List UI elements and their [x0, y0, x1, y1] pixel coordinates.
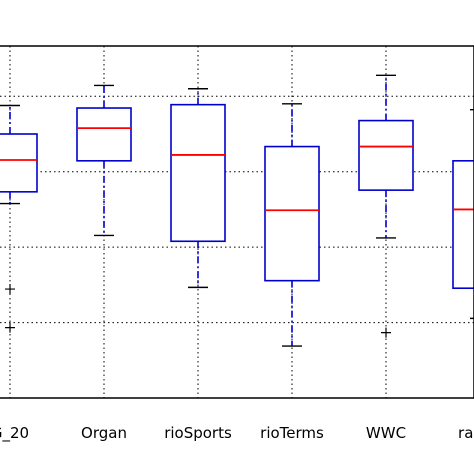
box-organ	[76, 107, 132, 162]
x-tick-label-wwc: WWC	[366, 424, 406, 442]
box-series	[0, 74, 474, 347]
x-tick-label-rands: randS	[458, 424, 474, 442]
box-g-20	[0, 133, 38, 193]
outlier-wwc-0	[381, 327, 391, 338]
box-riosports	[170, 103, 226, 243]
x-tick-labels: G_20 Organ rioSports rioTerms WWC randS	[0, 424, 474, 443]
box-rands	[452, 160, 474, 290]
grid-lines	[0, 46, 474, 398]
x-tick-label-rioterms: rioTerms	[260, 424, 324, 442]
box-rioterms	[264, 145, 320, 282]
plot-frame	[0, 45, 474, 399]
outlier-g-20-0	[5, 284, 15, 295]
x-tick-label-organ: Organ	[81, 424, 127, 442]
outlier-g-20-1	[5, 322, 15, 333]
x-tick-label-g-20: G_20	[0, 424, 29, 443]
x-tick-label-riosports: rioSports	[164, 424, 232, 442]
box-wwc	[358, 119, 414, 191]
